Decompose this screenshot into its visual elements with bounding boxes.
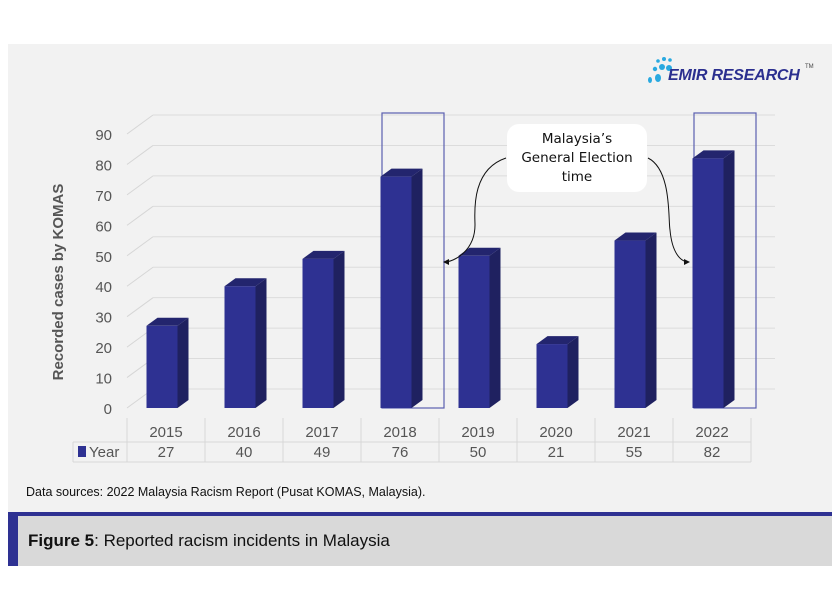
- bar-side: [411, 168, 423, 408]
- bar-2015: [146, 325, 178, 408]
- logo-text: EMIR RESEARCH: [668, 67, 800, 84]
- y-tick-label: 0: [104, 401, 112, 418]
- x-tick-label: 2015: [149, 424, 182, 441]
- legend-label: Year: [89, 444, 119, 461]
- x-tick-label: 2016: [227, 424, 260, 441]
- y-tick-label: 20: [95, 340, 112, 357]
- data-table-value: 49: [314, 444, 331, 461]
- bar-top: [380, 168, 423, 177]
- bar-top: [302, 250, 345, 259]
- annotation-line: General Election: [521, 150, 633, 166]
- x-tick-label: 2017: [305, 424, 338, 441]
- bar-2020: [536, 344, 568, 408]
- grid-diagonal: [126, 266, 154, 287]
- data-table-value: 27: [158, 444, 175, 461]
- data-source-note: Data sources: 2022 Malaysia Racism Repor…: [26, 485, 426, 499]
- bar-top: [224, 278, 267, 287]
- bar-top: [692, 150, 735, 159]
- bar-2016: [224, 286, 256, 408]
- logo-dots-icon: [648, 57, 672, 83]
- grid-diagonal: [126, 114, 154, 135]
- data-table-value: 40: [236, 444, 253, 461]
- y-tick-label: 80: [95, 157, 112, 174]
- bar-side: [489, 247, 501, 408]
- grid-diagonal: [126, 236, 154, 257]
- y-tick-label: 30: [95, 310, 112, 327]
- caption-text: : Reported racism incidents in Malaysia: [94, 531, 390, 550]
- y-axis-label: Recorded cases by KOMAS: [50, 184, 67, 381]
- data-table-value: 50: [470, 444, 487, 461]
- grid-diagonal: [126, 145, 154, 165]
- bar-chart: 0 10 20 30 40 50 60 70 80 90 Recorded cases by KOM…: [50, 112, 775, 463]
- y-tick-label: 90: [95, 127, 112, 144]
- data-table-value: 55: [626, 444, 643, 461]
- grid-diagonal: [126, 205, 154, 226]
- annotation-callout: Malaysia’s General Election time: [507, 124, 647, 192]
- grid-diagonal: [126, 297, 154, 318]
- caption-bar: [8, 512, 832, 566]
- bar-2022: [692, 158, 724, 408]
- y-tick-label: 10: [95, 371, 112, 388]
- bar-2021: [614, 240, 646, 408]
- y-tick-label: 60: [95, 218, 112, 235]
- bar-2018: [380, 176, 412, 408]
- annotation-line: time: [561, 169, 593, 185]
- bar-side: [723, 150, 735, 408]
- bar-top: [458, 247, 501, 256]
- bar-top: [146, 317, 189, 326]
- bar-top: [536, 336, 579, 345]
- bar-2019: [458, 255, 490, 408]
- y-tick-label: 70: [95, 188, 112, 205]
- bar-side: [567, 336, 579, 408]
- annotation-line: Malaysia’s: [541, 131, 613, 147]
- x-tick-label: 2021: [617, 424, 650, 441]
- arrow-to-2022: [647, 157, 690, 265]
- y-tick-label: 40: [95, 279, 112, 296]
- figure-caption: Figure 5: Reported racism incidents in M…: [28, 531, 390, 551]
- legend-swatch: [78, 446, 86, 457]
- x-tick-label: 2018: [383, 424, 416, 441]
- bar-side: [177, 317, 189, 408]
- x-tick-label: 2019: [461, 424, 494, 441]
- grid-diagonal: [126, 175, 154, 196]
- data-table-value: 76: [392, 444, 409, 461]
- data-table-value: 82: [704, 444, 721, 461]
- bar-side: [255, 278, 267, 408]
- data-table-value: 21: [548, 444, 565, 461]
- bar-side: [333, 250, 345, 408]
- bar-top: [614, 232, 657, 241]
- arrow-to-2018: [443, 157, 507, 265]
- caption-label: Figure 5: [28, 531, 95, 550]
- y-tick-label: 50: [95, 249, 112, 266]
- bar-2017: [302, 258, 334, 408]
- bar-side: [645, 232, 657, 408]
- logo-trademark: TM: [805, 64, 814, 70]
- x-tick-label: 2022: [695, 424, 728, 441]
- x-tick-label: 2020: [539, 424, 572, 441]
